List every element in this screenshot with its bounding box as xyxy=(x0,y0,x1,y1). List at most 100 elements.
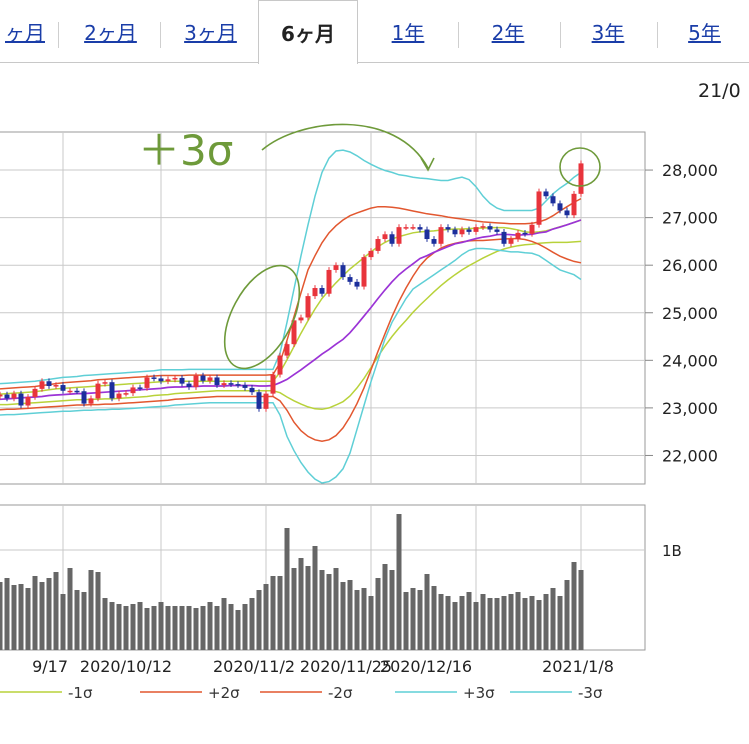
candle-up xyxy=(123,393,129,395)
candle-down xyxy=(249,387,255,393)
volume-bar xyxy=(88,570,94,650)
legend-label: +3σ xyxy=(463,684,495,702)
candle-up xyxy=(291,320,297,345)
candle-up xyxy=(284,344,290,356)
annotation-plus-3-sigma: ＋3σ xyxy=(138,126,233,175)
candle-down xyxy=(60,385,66,391)
candle-down xyxy=(137,387,143,389)
volume-bar xyxy=(165,606,171,650)
moving-average-line xyxy=(0,219,582,401)
tab-3-months[interactable]: 3ヶ月 xyxy=(184,21,237,45)
volume-bar xyxy=(4,578,10,650)
volume-bar xyxy=(172,606,178,650)
tab-1-month[interactable]: ヶ月 xyxy=(5,21,45,45)
volume-bar xyxy=(396,514,402,650)
volume-bar xyxy=(326,574,332,650)
tab-1-year[interactable]: 1年 xyxy=(391,21,425,45)
candle-up xyxy=(193,375,199,387)
volume-bar xyxy=(480,594,486,650)
annotations: ＋3σ xyxy=(138,123,601,370)
volume-bar xyxy=(95,572,101,650)
candle-up xyxy=(536,191,542,225)
candle-up xyxy=(298,317,304,321)
volume-bar xyxy=(333,568,339,650)
price-y-axis: 28,000 27,000 26,000 25,000 24,000 23,000 22,0… xyxy=(645,161,718,560)
candle-down xyxy=(109,382,115,399)
candle-up xyxy=(39,381,45,389)
tab-6-months[interactable]: 6ヶ月 xyxy=(258,0,358,64)
volume-bar xyxy=(46,578,52,650)
candle-down xyxy=(214,377,220,386)
candle-down xyxy=(557,203,563,211)
volume-bar xyxy=(186,606,192,650)
volume-bar xyxy=(375,578,381,650)
volume-bar xyxy=(214,606,220,650)
highlight-ellipse-rally xyxy=(223,264,301,370)
volume-bar xyxy=(564,580,570,650)
candle-up xyxy=(172,377,178,380)
x-tick-label: 2020/10/12 xyxy=(80,657,172,676)
tab-3-years[interactable]: 3年 xyxy=(591,21,625,45)
candle-up xyxy=(403,227,409,229)
candle-up xyxy=(88,398,94,404)
legend-label: -3σ xyxy=(578,684,603,702)
volume-bar xyxy=(109,602,115,650)
candle-up xyxy=(410,227,416,229)
annotation-arrow xyxy=(261,123,429,169)
candle-down xyxy=(46,381,52,387)
annotation-arrowhead xyxy=(420,157,435,172)
volume-bar xyxy=(130,604,136,650)
volume-bar xyxy=(235,610,241,650)
candle-up xyxy=(144,377,150,388)
tab-2-months[interactable]: 2ヶ月 xyxy=(84,21,137,45)
volume-bar xyxy=(347,580,353,650)
volume-bar xyxy=(424,574,430,650)
volume-bar xyxy=(25,588,31,650)
candle-down xyxy=(466,229,472,232)
tab-5-years[interactable]: 5年 xyxy=(688,21,721,45)
candle-up xyxy=(11,393,17,399)
volume-bar xyxy=(501,596,507,650)
candle-down xyxy=(543,191,549,197)
volume-tick-label: 1B xyxy=(662,542,682,560)
volume-bar xyxy=(249,598,255,650)
volume-bar xyxy=(263,584,269,650)
candle-down xyxy=(452,229,458,235)
volume-bar xyxy=(389,570,395,650)
candle-down xyxy=(228,383,234,385)
price-plot-frame xyxy=(0,131,646,485)
y-tick-label: 22,000 xyxy=(662,446,718,465)
tab-separator xyxy=(58,22,59,48)
candle-down xyxy=(354,281,360,287)
candle-up xyxy=(571,193,577,216)
y-tick-label: 26,000 xyxy=(662,256,718,275)
volume-bar xyxy=(151,606,157,650)
tab-separator xyxy=(160,22,161,48)
candle-up xyxy=(361,257,367,287)
candle-up xyxy=(459,229,465,235)
band-line xyxy=(0,149,582,385)
candle-up xyxy=(25,396,31,406)
volume-bar xyxy=(557,596,563,650)
volume-bar xyxy=(291,568,297,650)
volume-bar xyxy=(123,606,129,650)
candle-up xyxy=(312,288,318,297)
volume-bar xyxy=(550,588,556,650)
candle-up xyxy=(305,296,311,318)
candle-up xyxy=(95,383,101,399)
volume-bar xyxy=(340,582,346,650)
volume-bar xyxy=(53,572,59,650)
candle-up xyxy=(515,232,521,240)
tab-2-years[interactable]: 2年 xyxy=(491,21,525,45)
volume-bar xyxy=(270,576,276,650)
legend: -1σ +2σ -2σ +3σ -3σ xyxy=(0,684,603,702)
candle-down xyxy=(494,229,500,232)
volume-bar xyxy=(200,606,206,650)
candle-up xyxy=(508,239,514,244)
candle-down xyxy=(179,377,185,384)
candle-up xyxy=(529,224,535,234)
period-tab-bar: ヶ月 2ヶ月 3ヶ月 6ヶ月 1年 2年 3年 5年 xyxy=(0,0,749,64)
volume-bar xyxy=(256,590,262,650)
volume-bar xyxy=(382,564,388,650)
